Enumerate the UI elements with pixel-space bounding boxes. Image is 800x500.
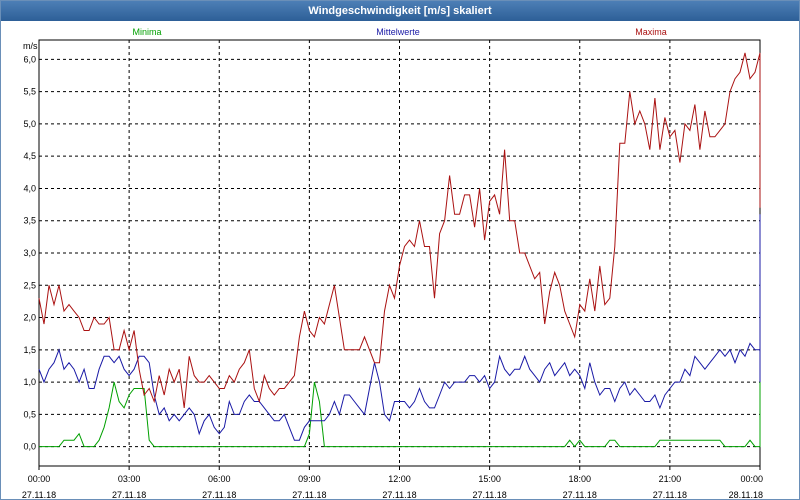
y-tick-label: 2,5: [23, 280, 36, 290]
x-tick-time: 00:00: [740, 474, 763, 484]
series-line-maxima: [38, 52, 761, 408]
x-tick-date: 27.11.18: [563, 490, 597, 499]
y-tick-label: 5,5: [23, 87, 36, 97]
grid: [39, 40, 760, 466]
series-lines: [38, 52, 761, 448]
x-tick-date: 28.11.18: [729, 490, 763, 499]
y-tick-label: 3,0: [23, 248, 36, 258]
legend-mittelwerte: Mittelwerte: [376, 27, 420, 37]
y-tick-label: 0,5: [23, 409, 36, 419]
x-tick-date: 27.11.18: [22, 490, 56, 499]
y-tick-label: 2,0: [23, 313, 36, 323]
y-tick-label: 4,5: [23, 151, 36, 161]
x-tick-date: 27.11.18: [472, 490, 506, 499]
y-tick-label: 1,5: [23, 345, 36, 355]
x-tick-date: 27.11.18: [202, 490, 236, 499]
x-tick-time: 06:00: [208, 474, 231, 484]
y-tick-label: 5,0: [23, 119, 36, 129]
title-bar: Windgeschwindigkeit [m/s] skaliert: [1, 1, 799, 21]
y-unit-label: m/s: [23, 41, 38, 51]
x-tick-date: 27.11.18: [653, 490, 687, 499]
labels: 0,0 0,5 1,0 1,5 2,0 2,5 3,0 3,5 4,0 4,5 5,0 5,5 6,0 0…: [22, 27, 763, 499]
x-tick-date: 27.11.18: [112, 490, 146, 499]
chart-title: Windgeschwindigkeit [m/s] skaliert: [308, 5, 492, 17]
y-tick-label: 1,0: [23, 377, 36, 387]
x-tick-time: 03:00: [118, 474, 141, 484]
x-tick-date: 27.11.18: [292, 490, 326, 499]
legend-maxima: Maxima: [635, 27, 667, 37]
y-tick-label: 4,0: [23, 183, 36, 193]
axes: [38, 39, 761, 470]
legend-minima: Minima: [132, 27, 161, 37]
x-tick-time: 21:00: [659, 474, 682, 484]
series-line-minima: [39, 369, 761, 448]
x-tick-time: 09:00: [298, 474, 321, 484]
x-tick-time: 18:00: [568, 474, 591, 484]
x-tick-time: 00:00: [28, 474, 51, 484]
y-tick-label: 0,0: [23, 442, 36, 452]
x-tick-time: 15:00: [478, 474, 501, 484]
line-chart: 0,0 0,5 1,0 1,5 2,0 2,5 3,0 3,5 4,0 4,5 5,0 5,5 6,0 0…: [22, 27, 763, 499]
x-tick-time: 12:00: [388, 474, 411, 484]
x-tick-date: 27.11.18: [382, 490, 416, 499]
y-tick-label: 6,0: [23, 54, 36, 64]
y-tick-label: 3,5: [23, 216, 36, 226]
series-line-mittelwerte: [38, 214, 761, 441]
